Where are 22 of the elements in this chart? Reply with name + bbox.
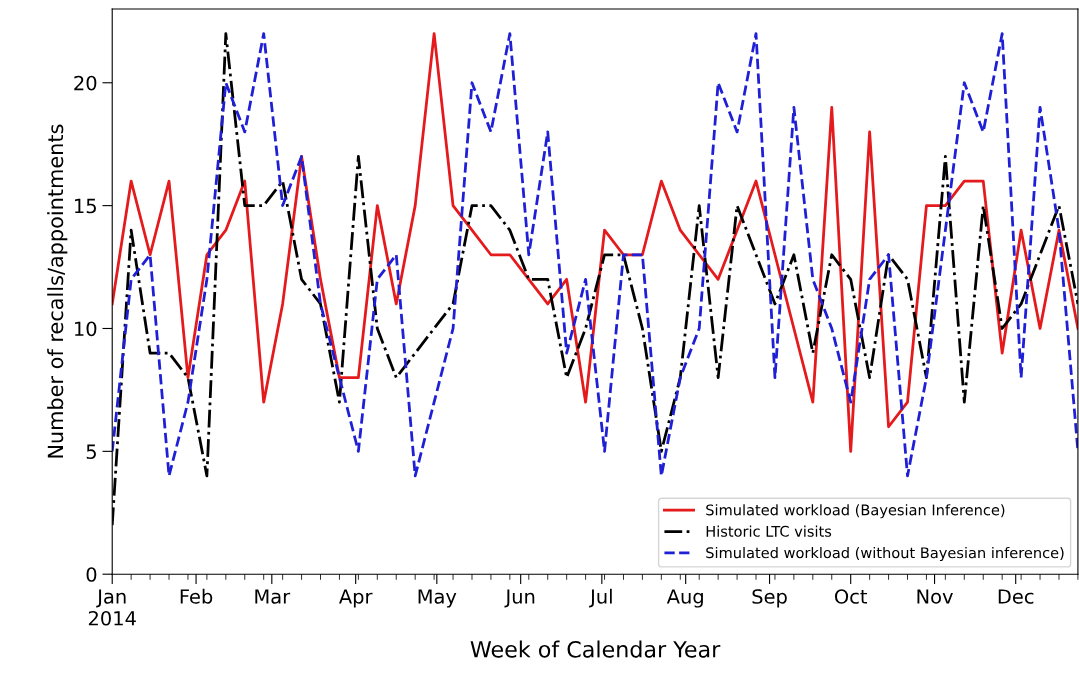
legend-label: Historic LTC visits [706, 525, 832, 537]
y-tick-label: 20 [74, 75, 97, 91]
y-tick-label: 5 [86, 444, 96, 459]
x-tick-label: Jul [589, 588, 612, 608]
x-axis-title: Week of Calendar Year [470, 640, 721, 658]
legend-label: Simulated workload (Bayesian Inference) [706, 504, 1005, 519]
x-tick-label: Jun [504, 589, 535, 608]
y-tick-label: 0 [86, 567, 97, 582]
legend-label: Simulated workload (without Bayesian inference) [706, 546, 1064, 562]
x-tick-label: Nov [917, 589, 953, 604]
y-tick-label: 10 [75, 321, 97, 337]
y-tick-label: 15 [75, 198, 96, 214]
x-tick-label: Aug [666, 589, 703, 608]
x-tick-label: Dec [998, 589, 1034, 604]
x-tick-label: Sep [752, 589, 787, 608]
x-tick-label: May [418, 589, 457, 608]
x-tick-label: Feb [180, 588, 213, 604]
x-tick-label: Jan 2014 [88, 589, 136, 626]
x-tick-label: Oct [834, 589, 868, 604]
x-tick-label: Apr [339, 589, 373, 608]
x-tick-label: Mar [255, 589, 291, 604]
y-axis-title: Number of recalls/appointments [47, 124, 68, 458]
